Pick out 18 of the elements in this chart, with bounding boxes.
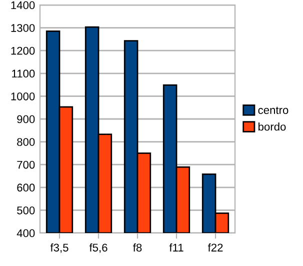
x-tick-label: f3,5 [50,243,68,253]
x-tick-label: f22 [208,243,223,252]
y-tick-label: 400 [16,229,35,238]
y-tick-label: 700 [17,160,35,169]
y-tick-label: 1400 [11,1,35,10]
y-tick-label: 500 [17,206,35,214]
x-tick-label: f11 [169,243,184,252]
y-tick-label: 600 [17,184,35,192]
legend-label: bordo [258,122,286,131]
y-tick-label: 900 [17,115,35,124]
x-tick-label: f5,6 [89,243,108,253]
legend-label: centro [258,106,288,114]
x-tick-label: f8 [133,243,142,252]
y-tick-label: 800 [17,138,35,146]
y-tick-label: 1200 [11,46,35,55]
y-tick-label: 1000 [11,92,35,100]
y-tick-label: 1300 [11,24,35,32]
y-tick-label: 1100 [12,70,35,78]
